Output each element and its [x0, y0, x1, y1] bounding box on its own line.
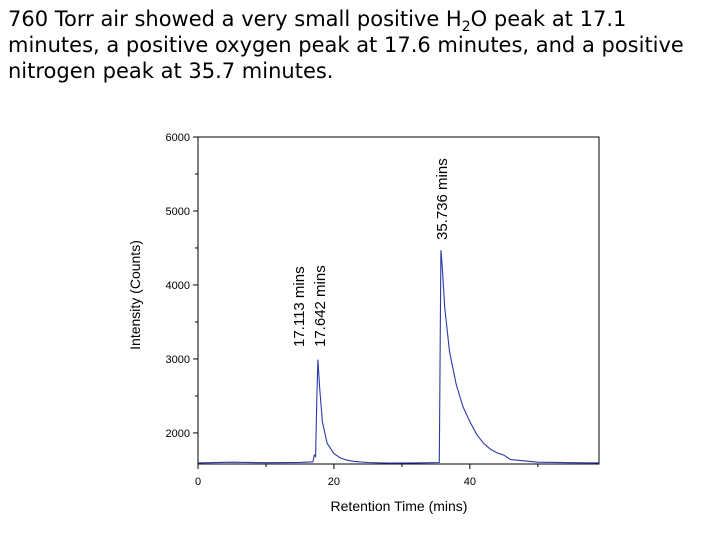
x-axis-title: Retention Time (mins) [331, 498, 468, 514]
peak-label-3: 35.736 mins [434, 158, 451, 240]
series-line-760-torr-air [197, 250, 600, 464]
y-tick-label: 6000 [166, 132, 190, 144]
caption-subscript: 2 [461, 19, 471, 36]
y-tick-label: 3000 [166, 354, 190, 366]
y-axis-title: Intensity (Counts) [127, 240, 143, 350]
plot-frame [197, 136, 600, 465]
caption-text-part2: O peak at 17.1 minutes, a positive oxyge… [8, 7, 684, 83]
y-tick-label: 5000 [166, 206, 190, 218]
x-tick-label: 0 [195, 476, 201, 488]
x-tick-label: 20 [328, 476, 340, 488]
caption-text-part1: 760 Torr air showed a very small positiv… [8, 7, 462, 31]
y-tick-label: 4000 [166, 280, 190, 292]
x-tick-label: 40 [464, 476, 476, 488]
axis-ticks: 0 20 40 2000 3000 4000 5000 6000 [166, 132, 539, 488]
peak-label-2: 17.642 mins [312, 265, 329, 347]
y-tick-label: 2000 [166, 428, 190, 440]
slide-caption: 760 Torr air showed a very small positiv… [8, 6, 712, 84]
peak-label-1: 17.113 mins [291, 266, 308, 347]
